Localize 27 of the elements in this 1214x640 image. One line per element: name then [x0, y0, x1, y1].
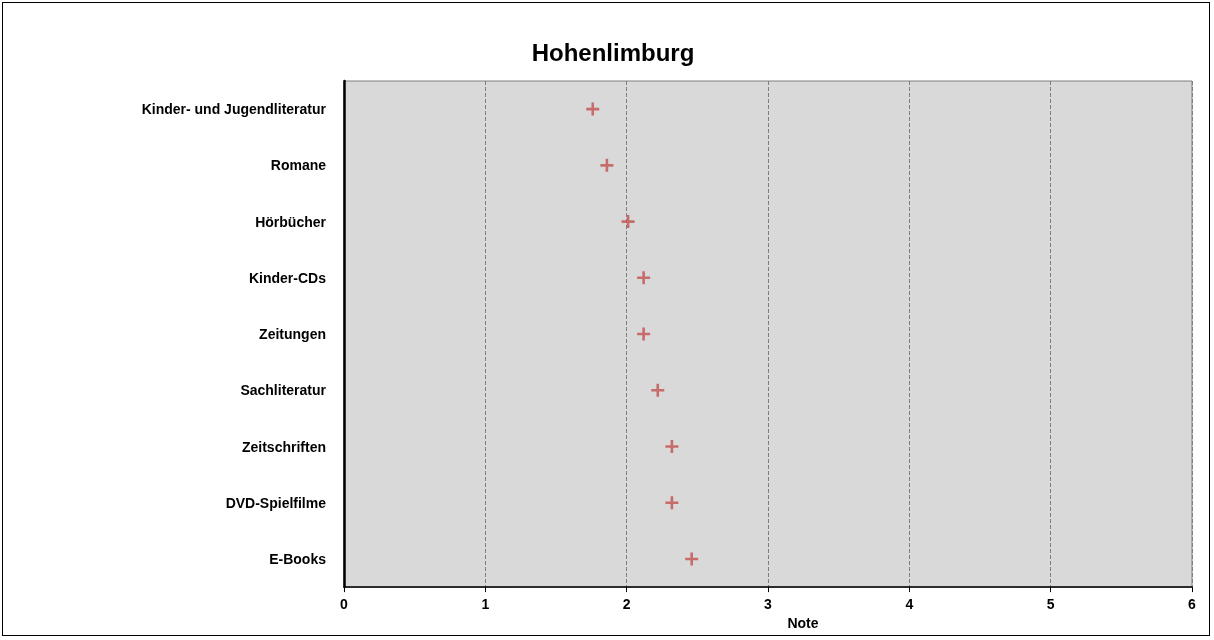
point: [637, 271, 651, 285]
y-tick-label: DVD-Spielfilme: [225, 494, 327, 511]
y-tick-label: Hörbücher: [255, 213, 327, 230]
y-tick-label: Zeitungen: [259, 326, 326, 343]
x-tick-label: 2: [622, 596, 631, 613]
point: [685, 552, 699, 566]
x-tick-label: 3: [764, 596, 773, 613]
chart-title: Hohenlimburg: [531, 38, 695, 66]
x-tick-label: 6: [1188, 596, 1197, 613]
y-tick-label: E-Books: [269, 550, 327, 567]
x-tick-label: 1: [481, 596, 490, 613]
point: [651, 383, 665, 397]
y-tick-label: Kinder- und Jugendliteratur: [141, 101, 327, 118]
y-tick-label: Zeitschriften: [241, 438, 326, 455]
x-tick-label: 5: [1046, 596, 1055, 613]
y-tick-label: Sachliteratur: [240, 382, 327, 399]
point: [665, 440, 679, 454]
point: [637, 327, 651, 341]
x-tick-label: 4: [905, 596, 914, 613]
point: [600, 158, 614, 172]
x-tick-label: 0: [340, 596, 349, 613]
y-tick-label: Kinder-CDs: [248, 269, 327, 286]
point: [621, 215, 635, 229]
x-axis-title: Note: [787, 615, 819, 631]
y-tick-label: Romane: [270, 157, 327, 174]
point: [586, 102, 600, 116]
point: [665, 496, 679, 510]
